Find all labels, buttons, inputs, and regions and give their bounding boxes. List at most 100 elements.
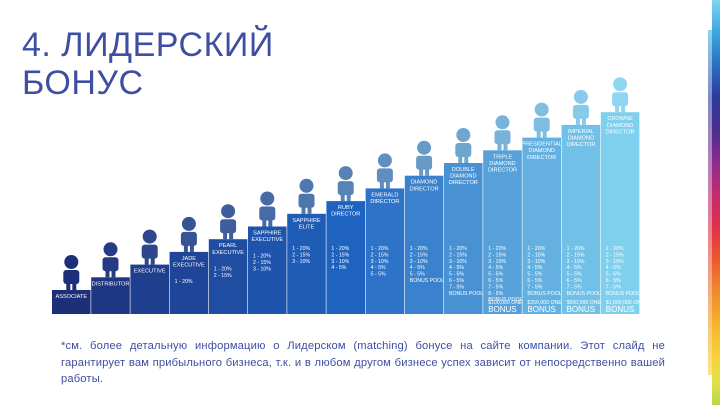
commission-level-label: 7 - 5% (606, 284, 621, 290)
rank-name-label: DIAMOND (411, 180, 437, 186)
rank-bar (287, 213, 326, 314)
commission-level-label: 1 - 20% (488, 246, 506, 252)
person-icon (376, 153, 393, 189)
commission-level-label: 1 - 20% (292, 246, 310, 252)
rank-bar-group: EXECUTIVE (130, 229, 169, 314)
commission-level-label: 4 - 5% (449, 265, 464, 271)
rank-bar (561, 124, 601, 315)
rank-name-label: EXECUTIVE (212, 250, 244, 256)
commission-level-label: 1 - 20% (175, 279, 193, 285)
commission-level-label: BONUS POOL (488, 297, 522, 303)
commission-level-label: 4 - 5% (488, 265, 503, 271)
commission-level-label: BONUS POOL (567, 291, 601, 297)
rank-name-label: SAPPHIRE (292, 218, 321, 224)
commission-level-label: 4 - 5% (371, 265, 386, 271)
rank-name-label: PEARL (219, 243, 237, 249)
commission-level-label: 5 - 5% (488, 272, 503, 278)
commission-level-label: 3 - 10% (331, 259, 349, 265)
person-icon (259, 191, 276, 227)
rank-name-label: EMERALD (371, 192, 398, 198)
rank-name-label: DIRECTOR (449, 180, 478, 186)
rank-name-label: DIRECTOR (527, 155, 556, 161)
commission-level-label: 2 - 15% (253, 260, 271, 266)
commission-level-label: 7 - 5% (449, 284, 464, 290)
commission-level-label: 1 - 20% (567, 246, 585, 252)
rank-name-label: DIAMOND (489, 161, 515, 167)
commission-level-label: 1 - 20% (331, 246, 349, 252)
commission-level-label: 1 - 20% (449, 246, 467, 252)
rank-bar-group: ASSOCIATE (52, 255, 91, 314)
rank-name-label: DISTRIBUTOR (92, 281, 130, 287)
commission-level-label: 2 - 15% (449, 252, 467, 258)
commission-level-label: BONUS POOL (606, 291, 640, 297)
rank-name-label: DIRECTOR (331, 212, 360, 218)
title-line-1: 4. ЛИДЕРСКИЙ (22, 26, 274, 64)
bonus-amount-label: $100,000 ONE-TIME (488, 300, 537, 306)
rank-name-label: PRESIDENTIAL (521, 142, 561, 148)
rank-name-label: EXECUTIVE (251, 237, 283, 243)
person-icon (337, 166, 354, 202)
rank-bar-group: DISTRIBUTOR (91, 242, 130, 314)
commission-level-label: 2 - 15% (214, 273, 232, 279)
rank-name-label: DIAMOND (568, 136, 594, 142)
rank-bar (208, 239, 248, 314)
bonus-word-label: BONUS (488, 305, 516, 314)
bonus-amount-label: $1,000,000 ONE-TIME (606, 300, 659, 306)
commission-level-label: 4 - 5% (331, 265, 346, 271)
commission-level-label: 2 - 15% (410, 252, 428, 258)
commission-level-label: 6 - 5% (488, 278, 503, 284)
commission-level-label: 2 - 15% (488, 252, 506, 258)
commission-level-label: 2 - 15% (527, 252, 545, 258)
slide-title: 4. ЛИДЕРСКИЙ БОНУС (22, 26, 274, 102)
person-icon (494, 115, 511, 151)
rank-name-label: ELITE (299, 224, 315, 230)
rank-bar (600, 112, 640, 314)
commission-level-label: 1 - 20% (527, 246, 545, 252)
commission-level-label: 3 - 10% (253, 267, 271, 273)
commission-level-label: 3 - 10% (567, 259, 585, 265)
commission-level-label: 2 - 15% (292, 252, 310, 258)
commission-level-label: 4 - 5% (527, 265, 542, 271)
person-icon (455, 128, 472, 163)
commission-level-label: 6 - 5% (567, 278, 582, 284)
commission-level-label: 1 - 20% (606, 246, 624, 252)
commission-level-label: 7 - 5% (567, 284, 582, 290)
person-icon (63, 255, 80, 290)
rank-name-label: JADE (182, 256, 197, 262)
rank-name-label: DIRECTOR (488, 168, 517, 174)
rank-bar (52, 290, 91, 314)
person-icon (141, 229, 158, 265)
rank-bar (404, 175, 444, 314)
commission-level-label: 3 - 10% (371, 259, 389, 265)
rank-name-label: ASSOCIATE (55, 294, 87, 300)
rank-bar (169, 251, 209, 314)
decorative-side-stripe-inner (708, 30, 712, 375)
commission-level-label: BONUS POOL (527, 291, 561, 297)
commission-level-label: 3 - 10% (606, 259, 624, 265)
rank-name-label: CROWNE (607, 116, 633, 122)
rank-name-label: TRIPLE (493, 154, 513, 160)
commission-level-label: 3 - 10% (292, 259, 310, 265)
commission-level-label: 4 - 5% (567, 265, 582, 271)
decorative-rainbow-stripe (712, 0, 720, 405)
commission-level-label: 5 - 5% (449, 272, 464, 278)
commission-level-label: 2 - 15% (331, 252, 349, 258)
bonus-word-label: BONUS (606, 305, 634, 314)
rank-name-label: DIAMOND (607, 123, 633, 129)
rank-name-label: DIRECTOR (566, 142, 595, 148)
rank-name-label: EXECUTIVE (173, 263, 205, 269)
commission-level-label: 5 - 5% (527, 272, 542, 278)
person-icon (298, 178, 315, 214)
rank-name-label: EXECUTIVE (134, 269, 166, 275)
commission-level-label: 5 - 5% (567, 272, 582, 278)
